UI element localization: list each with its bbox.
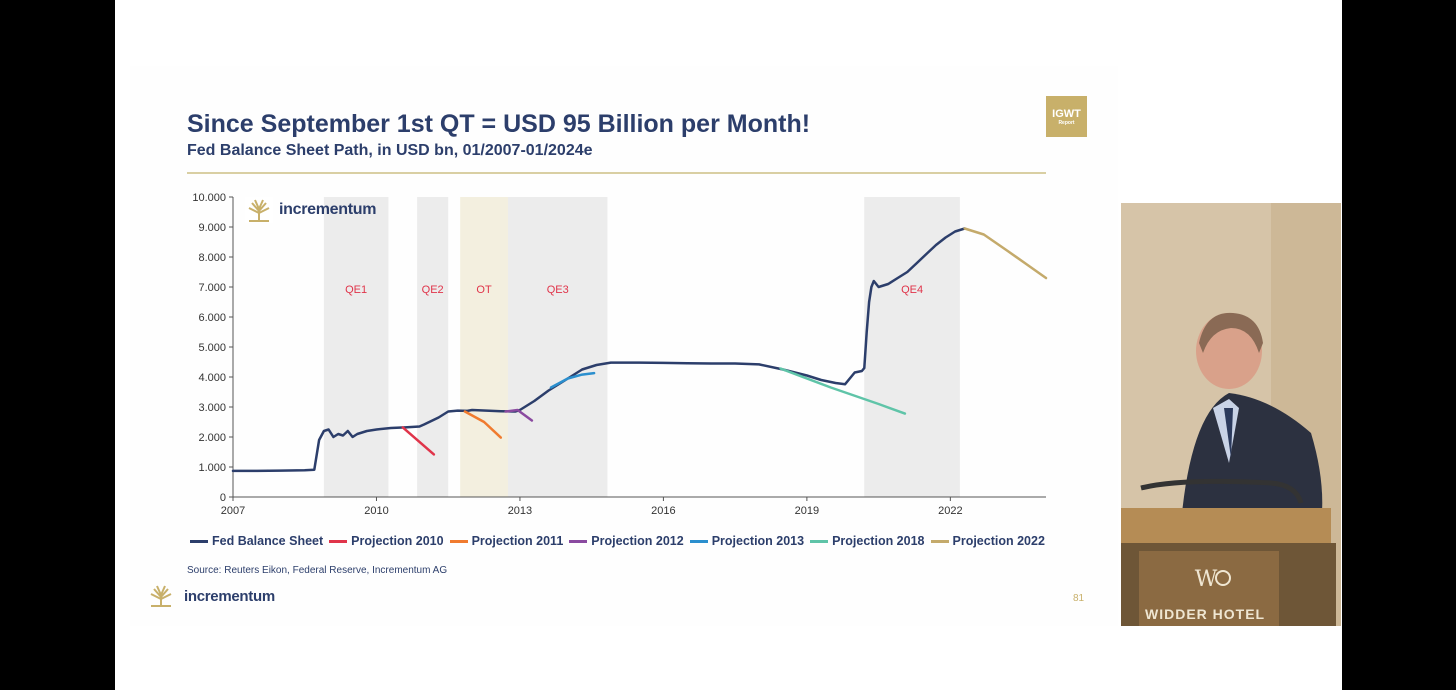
chart-brand-logo: incrementum: [245, 197, 376, 223]
legend-item: Projection 2010: [329, 534, 444, 548]
y-tick-label: 1.000: [198, 462, 226, 474]
legend-item: Fed Balance Sheet: [190, 534, 323, 548]
legend-swatch: [569, 539, 588, 543]
y-tick-label: 4.000: [198, 372, 226, 384]
period-label-qe2: QE2: [422, 284, 444, 296]
chart-subtitle: Fed Balance Sheet Path, in USD bn, 01/20…: [187, 142, 593, 159]
shaded-period-qe4: [864, 197, 960, 497]
y-tick-label: 0: [220, 492, 226, 504]
legend-label: Projection 2018: [832, 534, 925, 548]
balance-sheet-chart: QE1 QE2 OT QE3 QE4 0 1.000 2.000 3.000 4.000 5.000…: [192, 192, 1048, 517]
legend-item: Projection 2012: [569, 534, 684, 548]
shaded-period-qe3: [507, 197, 608, 497]
x-tick-label: 2010: [364, 505, 388, 517]
series-line-projection-2011: [463, 410, 503, 439]
y-tick-label: 10.000: [192, 192, 226, 204]
shaded-period-qe2: [417, 197, 449, 497]
legend-label: Projection 2022: [952, 534, 1045, 548]
legend-swatch: [689, 539, 708, 543]
legend-swatch: [190, 539, 208, 543]
legend-swatch: [810, 539, 829, 543]
source-note: Source: Reuters Eikon, Federal Reserve, …: [187, 565, 448, 576]
x-tick-label: 2013: [508, 505, 532, 517]
legend-label: Projection 2010: [351, 534, 444, 548]
footer-brand-logo: incrementum: [148, 584, 275, 608]
title-divider: [187, 172, 1046, 174]
chart-title: Since September 1st QT = USD 95 Billion …: [187, 110, 811, 138]
legend-swatch: [329, 539, 348, 543]
series-line-projection-2013: [549, 371, 596, 389]
x-tick-label: 2022: [938, 505, 962, 517]
legend-label: Projection 2013: [711, 534, 805, 548]
igwt-badge: IGWT Report: [1046, 96, 1087, 137]
y-tick-label: 9.000: [198, 222, 226, 234]
y-tick-label: 7.000: [198, 282, 226, 294]
shaded-period-ot: [460, 197, 508, 497]
igwt-badge-line1: IGWT: [1052, 108, 1081, 120]
period-label-ot: OT: [476, 284, 492, 296]
y-tick-label: 3.000: [198, 402, 226, 414]
x-tick-label: 2019: [795, 505, 819, 517]
period-label-qe1: QE1: [345, 284, 367, 296]
series-line-projection-2012: [504, 408, 534, 422]
chart-brand-name: incrementum: [279, 201, 377, 218]
series-line-projection-2010: [401, 426, 436, 456]
legend-item: Projection 2022: [930, 534, 1045, 548]
chart-legend: Fed Balance Sheet Projection 2010 Projecti…: [190, 534, 1045, 548]
legend-label: Projection 2011: [471, 534, 564, 548]
legend-label: Projection 2012: [591, 534, 684, 548]
igwt-badge-line2: Report: [1058, 120, 1075, 126]
speaker-illustration: W: [1121, 203, 1341, 626]
podium-sign: WIDDER HOTEL: [1145, 606, 1266, 622]
page-number: 81: [1073, 593, 1085, 604]
series-line-projection-2018: [779, 367, 907, 415]
y-tick-label: 8.000: [198, 252, 226, 264]
x-tick-label: 2016: [651, 505, 675, 517]
svg-text:W: W: [1195, 567, 1218, 592]
legend-swatch: [449, 539, 468, 543]
legend-item: Projection 2011: [449, 534, 564, 548]
speaker-video: W: [1121, 203, 1341, 626]
period-label-qe3: QE3: [547, 284, 569, 296]
footer-brand-name: incrementum: [184, 587, 275, 605]
series-line-projection-2022: [963, 227, 1048, 280]
tree-logo-icon: [150, 585, 172, 607]
y-tick-label: 2.000: [198, 432, 226, 444]
legend-item: Projection 2013: [689, 534, 805, 548]
tree-logo-icon: [245, 197, 273, 223]
legend-swatch: [930, 539, 949, 543]
legend-item: Projection 2018: [810, 534, 925, 548]
y-tick-label: 6.000: [198, 312, 226, 324]
legend-label: Fed Balance Sheet: [212, 534, 324, 548]
x-tick-label: 2007: [221, 505, 245, 517]
shaded-period-qe1: [323, 197, 389, 497]
period-label-qe4: QE4: [901, 284, 923, 296]
y-tick-label: 5.000: [198, 342, 226, 354]
